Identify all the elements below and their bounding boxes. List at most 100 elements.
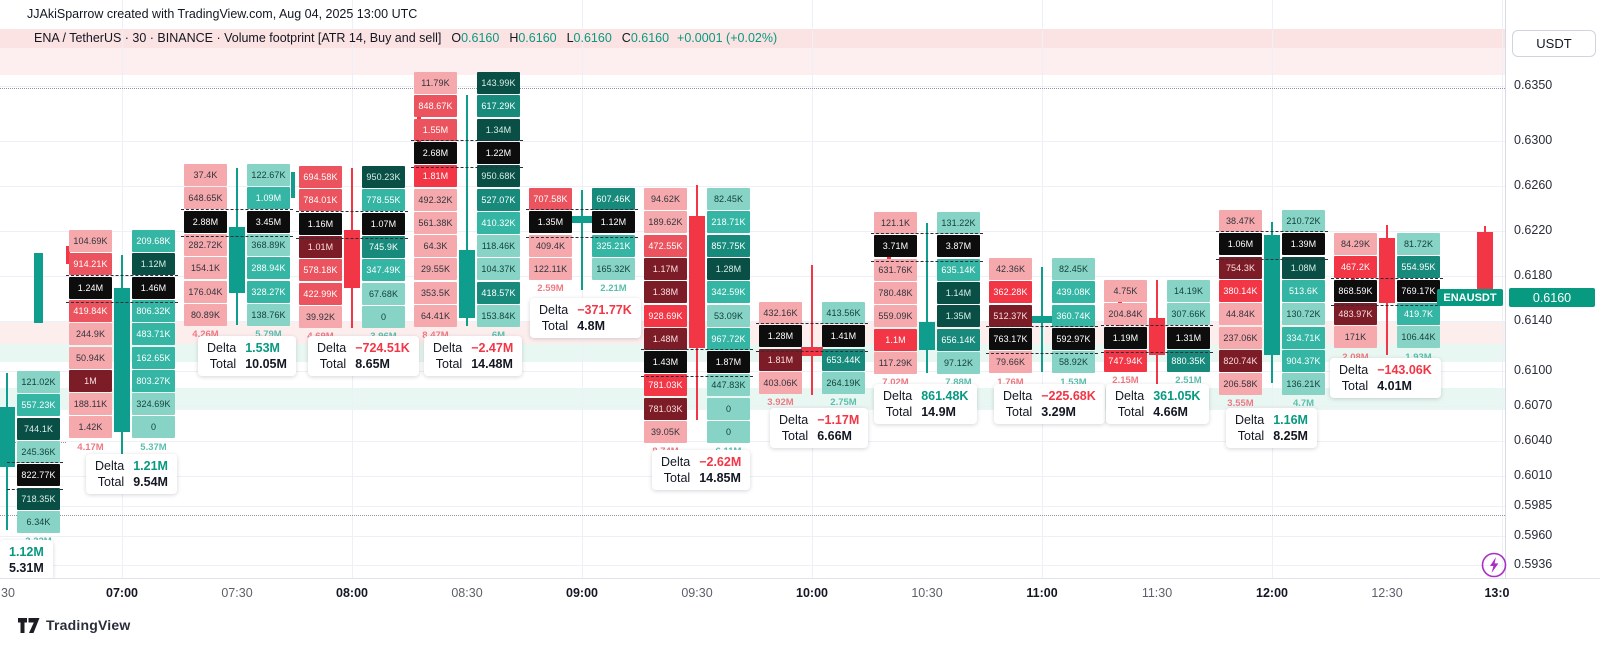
footprint-cell: 153.84K	[477, 305, 520, 327]
column-total: 2.59M	[537, 283, 564, 295]
delta-total-value: −225.68K	[1041, 389, 1096, 403]
delta-total-label: Total	[209, 357, 237, 371]
footprint-cell: 745.9K	[362, 235, 405, 258]
poc-range	[296, 210, 408, 239]
footprint-cell: 39.92K	[299, 305, 342, 328]
tradingview-brand-text[interactable]: TradingView	[46, 617, 131, 633]
footprint-cell: 347.49K	[362, 259, 405, 282]
poc-range	[7, 462, 63, 491]
delta-total-value: 361.05K	[1153, 389, 1201, 403]
poc-range	[986, 325, 1098, 355]
footprint-cell: 1.24M	[69, 276, 112, 299]
footprint-cell: 171K	[1334, 326, 1377, 349]
candle-body	[689, 216, 705, 348]
footprint-cell: 29.55K	[414, 258, 457, 281]
chart-canvas[interactable]: ENA / TetherUS · 30 · BINANCE · Volume f…	[0, 0, 1505, 578]
candle-body	[569, 216, 595, 223]
candle-wick	[811, 265, 813, 395]
footprint-cell: 81.72K	[1397, 233, 1440, 255]
boost-button[interactable]	[1480, 551, 1508, 579]
time-label: 12:00	[1256, 586, 1288, 600]
time-label: 08:30	[451, 586, 483, 600]
candle-body	[1149, 318, 1165, 355]
column-total: 1.93M	[1405, 351, 1432, 363]
footprint-cell: 380.14K	[1219, 279, 1262, 302]
time-axis[interactable]: 30 07:00 07:30 08:00 08:30 09:00 09:30 10:00 10:…	[0, 578, 1600, 607]
time-label: 12:30	[1371, 586, 1403, 600]
footprint-cell: 857.75K	[707, 234, 750, 257]
footprint-cell: 368.89K	[247, 233, 290, 256]
price-label: 0.5936	[1514, 557, 1553, 571]
footprint-cell: 64.41K	[414, 305, 457, 327]
footprint-cell: 820.74K	[1219, 349, 1262, 372]
currency-toggle-button[interactable]: USDT	[1512, 30, 1596, 57]
column-total: 7.02M	[882, 377, 909, 389]
footprint-cell: 176.04K	[184, 280, 227, 303]
footprint-cell: 1.38M	[644, 281, 687, 304]
footprint-cell: 403.06K	[759, 371, 802, 394]
delta-total-value: 1.12M	[9, 545, 44, 559]
ohlc-value: 0.6160	[573, 31, 612, 45]
footprint-cell: 1M	[69, 369, 112, 392]
delta-total-value: 1.16M	[1273, 413, 1308, 427]
footprint-cell: 447.83K	[707, 374, 750, 397]
delta-total-label: Delta	[661, 455, 691, 469]
delta-total-label: Delta	[95, 459, 125, 473]
footprint-cell: 848.67K	[414, 95, 457, 118]
footprint-cell: 409.4K	[529, 234, 572, 257]
column-total: 7.88M	[945, 377, 972, 389]
tradingview-logo-icon[interactable]	[18, 617, 40, 633]
footprint-cell: 1.35M	[937, 305, 980, 328]
footprint-cell: 37.4K	[184, 164, 227, 186]
footprint-cell: 763.17K	[989, 327, 1032, 350]
candle-body	[114, 288, 130, 432]
footprint-cell: 1.12M	[592, 211, 635, 234]
legend[interactable]: ENA / TetherUS · 30 · BINANCE · Volume f…	[34, 31, 777, 45]
footprint-cell: 1.87M	[707, 351, 750, 374]
footprint-cell: 3.45M	[247, 210, 290, 233]
footprint-cell: 483.97K	[1334, 302, 1377, 325]
column-total: 3.55M	[1227, 398, 1254, 410]
time-label: 10:30	[911, 586, 943, 600]
footprint-cell: 413.56K	[822, 302, 865, 324]
time-label: 07:00	[106, 586, 138, 600]
footprint-cell: 419.84K	[69, 299, 112, 322]
delta-total-value: 8.65M	[355, 357, 390, 371]
ohlc-value: 0.6160	[518, 31, 557, 45]
footprint-cell: 578.18K	[299, 259, 342, 282]
footprint-cell: 904.37K	[1282, 349, 1325, 372]
footprint-cell: 967.72K	[707, 327, 750, 350]
footprint-cell: 209.68K	[132, 230, 175, 252]
price-label: 0.5985	[1514, 498, 1553, 512]
footprint-cell: 165.32K	[592, 257, 635, 280]
legend-title: ENA / TetherUS · 30 · BINANCE · Volume f…	[34, 31, 442, 45]
footprint-cell: 94.62K	[644, 188, 687, 210]
footprint-cell: 80.89K	[184, 303, 227, 326]
delta-total-box: Delta −225.68K Total 3.29M	[994, 384, 1105, 424]
poc-range	[526, 209, 638, 238]
footprint-cell: 106.44K	[1397, 326, 1440, 349]
delta-total-box: Delta 361.05K Total 4.66M	[1106, 384, 1210, 424]
footprint-cell: 422.99K	[299, 282, 342, 305]
delta-total-label: Total	[541, 319, 569, 333]
price-label: 0.6010	[1514, 468, 1553, 482]
candle-wick	[926, 223, 928, 373]
candle-body	[229, 227, 245, 293]
footprint-cell: 104.69K	[69, 230, 112, 252]
footprint-cell: 561.38K	[414, 211, 457, 234]
price-axis[interactable]: USDT 0.6160 0.6350 0.6300 0.6260 0.6220 0.61…	[1505, 0, 1600, 578]
candle-body	[1477, 232, 1493, 294]
price-zone	[0, 29, 1505, 48]
horizontal-gridline	[0, 565, 1505, 566]
legend-change: +0.0001 (+0.02%)	[677, 31, 778, 45]
delta-total-value: 861.48K	[921, 389, 969, 403]
dotted-level-line	[0, 515, 1505, 516]
footprint-cell: 1.22M	[477, 141, 520, 164]
column-total: 5.79M	[255, 329, 282, 341]
footprint-cell: 244.9K	[69, 323, 112, 346]
footprint-cell: 467.2K	[1334, 256, 1377, 279]
delta-total-value: 14.9M	[921, 405, 956, 419]
footprint-cell: 432.16K	[759, 302, 802, 324]
delta-total-label: Total	[781, 429, 809, 443]
footprint-cell: 245.36K	[17, 440, 60, 463]
